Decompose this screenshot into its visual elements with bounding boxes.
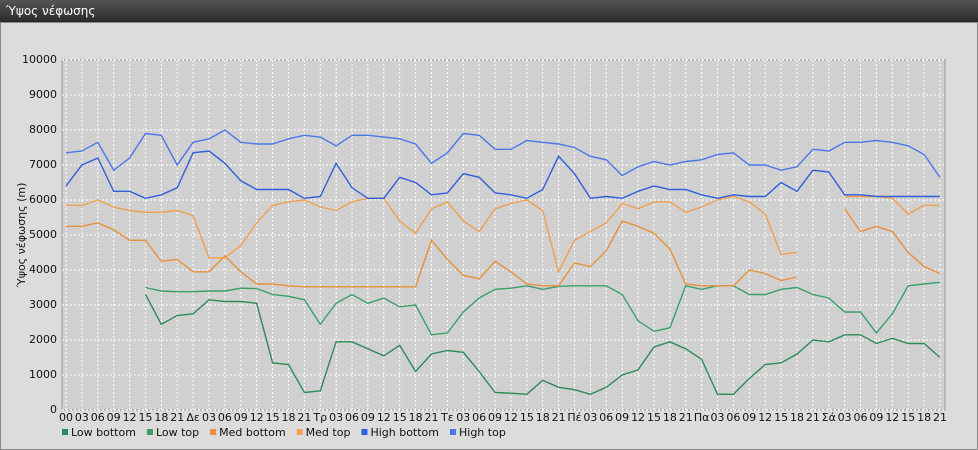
x-tick-label: 03	[583, 411, 597, 424]
y-tick-label: 9000	[29, 88, 57, 101]
x-tick-label: Τε	[440, 411, 454, 424]
x-tick-label: 09	[488, 411, 502, 424]
x-tick-label: 12	[885, 411, 899, 424]
x-tick-label: 18	[281, 411, 295, 424]
x-tick-label: 21	[679, 411, 693, 424]
x-tick-label: 06	[472, 411, 486, 424]
y-tick-label: 2000	[29, 333, 57, 346]
x-tick-label: 15	[393, 411, 407, 424]
chart: Ύψος νέφωσης (m) 0 1000 2000 3000 4000 5000 60…	[0, 22, 978, 450]
x-tick-label: 21	[806, 411, 820, 424]
x-tick-label: 03	[838, 411, 852, 424]
x-tick-label: 12	[758, 411, 772, 424]
legend-label: High bottom	[370, 426, 439, 439]
y-tick-label: 1000	[29, 368, 57, 381]
x-tick-label: 09	[234, 411, 248, 424]
window-title: Ύψος νέφωσης	[0, 0, 978, 22]
x-tick-label: 15	[901, 411, 915, 424]
x-tick-label: 21	[424, 411, 438, 424]
x-tick-label: 21	[933, 411, 947, 424]
x-tick-label: 00	[59, 411, 73, 424]
x-tick-label: 18	[917, 411, 931, 424]
y-tick-label: 10000	[22, 53, 57, 66]
legend-label: Low top	[156, 426, 199, 439]
legend-swatch	[146, 429, 153, 435]
x-tick-label: 21	[170, 411, 184, 424]
y-tick-label: 8000	[29, 123, 57, 136]
x-tick-label: 15	[774, 411, 788, 424]
x-tick-label: 18	[409, 411, 423, 424]
x-tick-label: 06	[218, 411, 232, 424]
x-tick-label: Σά	[822, 411, 836, 424]
legend-label: Low bottom	[71, 426, 136, 439]
y-tick-label: 0	[50, 403, 57, 416]
x-tick-label: 09	[742, 411, 756, 424]
x-tick-label: 18	[663, 411, 677, 424]
x-tick-label: Πέ	[567, 411, 581, 424]
x-tick-label: 18	[790, 411, 804, 424]
x-tick-label: 15	[520, 411, 534, 424]
x-tick-label: 15	[266, 411, 280, 424]
legend-label: Med top	[306, 426, 351, 439]
y-tick-label: 7000	[29, 158, 57, 171]
x-tick-label: Δε	[186, 411, 200, 424]
legend-swatch	[210, 429, 217, 435]
x-tick-label: 21	[297, 411, 311, 424]
x-tick-label: 18	[536, 411, 550, 424]
series-line	[66, 195, 940, 274]
x-tick-label: 09	[869, 411, 883, 424]
legend-label: Med bottom	[219, 426, 286, 439]
x-tick-label: 09	[615, 411, 629, 424]
x-tick-label: 03	[456, 411, 470, 424]
series-line	[144, 294, 941, 396]
series-line	[65, 129, 941, 178]
series-line	[66, 208, 941, 288]
x-tick-label: 12	[250, 411, 264, 424]
x-tick-label: Τρ	[312, 411, 327, 424]
x-tick-label: 12	[123, 411, 137, 424]
x-tick-label: 03	[711, 411, 725, 424]
x-tick-label: 12	[504, 411, 518, 424]
legend-swatch	[296, 429, 303, 435]
legend-swatch	[450, 429, 456, 435]
x-tick-label: Πα	[694, 411, 710, 424]
legend-swatch	[361, 429, 368, 435]
x-tick-label: 03	[75, 411, 89, 424]
x-tick-label: 15	[138, 411, 152, 424]
x-tick-label: 06	[345, 411, 359, 424]
x-tick-label: 12	[377, 411, 391, 424]
x-tick-label: 03	[202, 411, 216, 424]
x-tick-label: 09	[361, 411, 375, 424]
x-tick-label: 12	[631, 411, 645, 424]
y-tick-label: 6000	[29, 193, 57, 206]
x-tick-label: 18	[154, 411, 168, 424]
legend-swatch	[62, 429, 68, 435]
x-tick-label: 15	[647, 411, 661, 424]
y-tick-label: 4000	[29, 263, 57, 276]
x-tick-label: 06	[599, 411, 613, 424]
legend-label: High top	[459, 426, 506, 439]
x-tick-label: 21	[552, 411, 566, 424]
y-tick-label: 5000	[29, 228, 57, 241]
y-axis-label: Ύψος νέφωσης (m)	[15, 183, 28, 289]
y-tick-label: 3000	[29, 298, 57, 311]
x-tick-label: 03	[329, 411, 343, 424]
series-line	[145, 281, 941, 336]
series-line	[65, 150, 940, 200]
x-tick-label: 06	[91, 411, 105, 424]
x-tick-label: 06	[854, 411, 868, 424]
x-tick-label: 06	[726, 411, 740, 424]
x-tick-label: 09	[107, 411, 121, 424]
